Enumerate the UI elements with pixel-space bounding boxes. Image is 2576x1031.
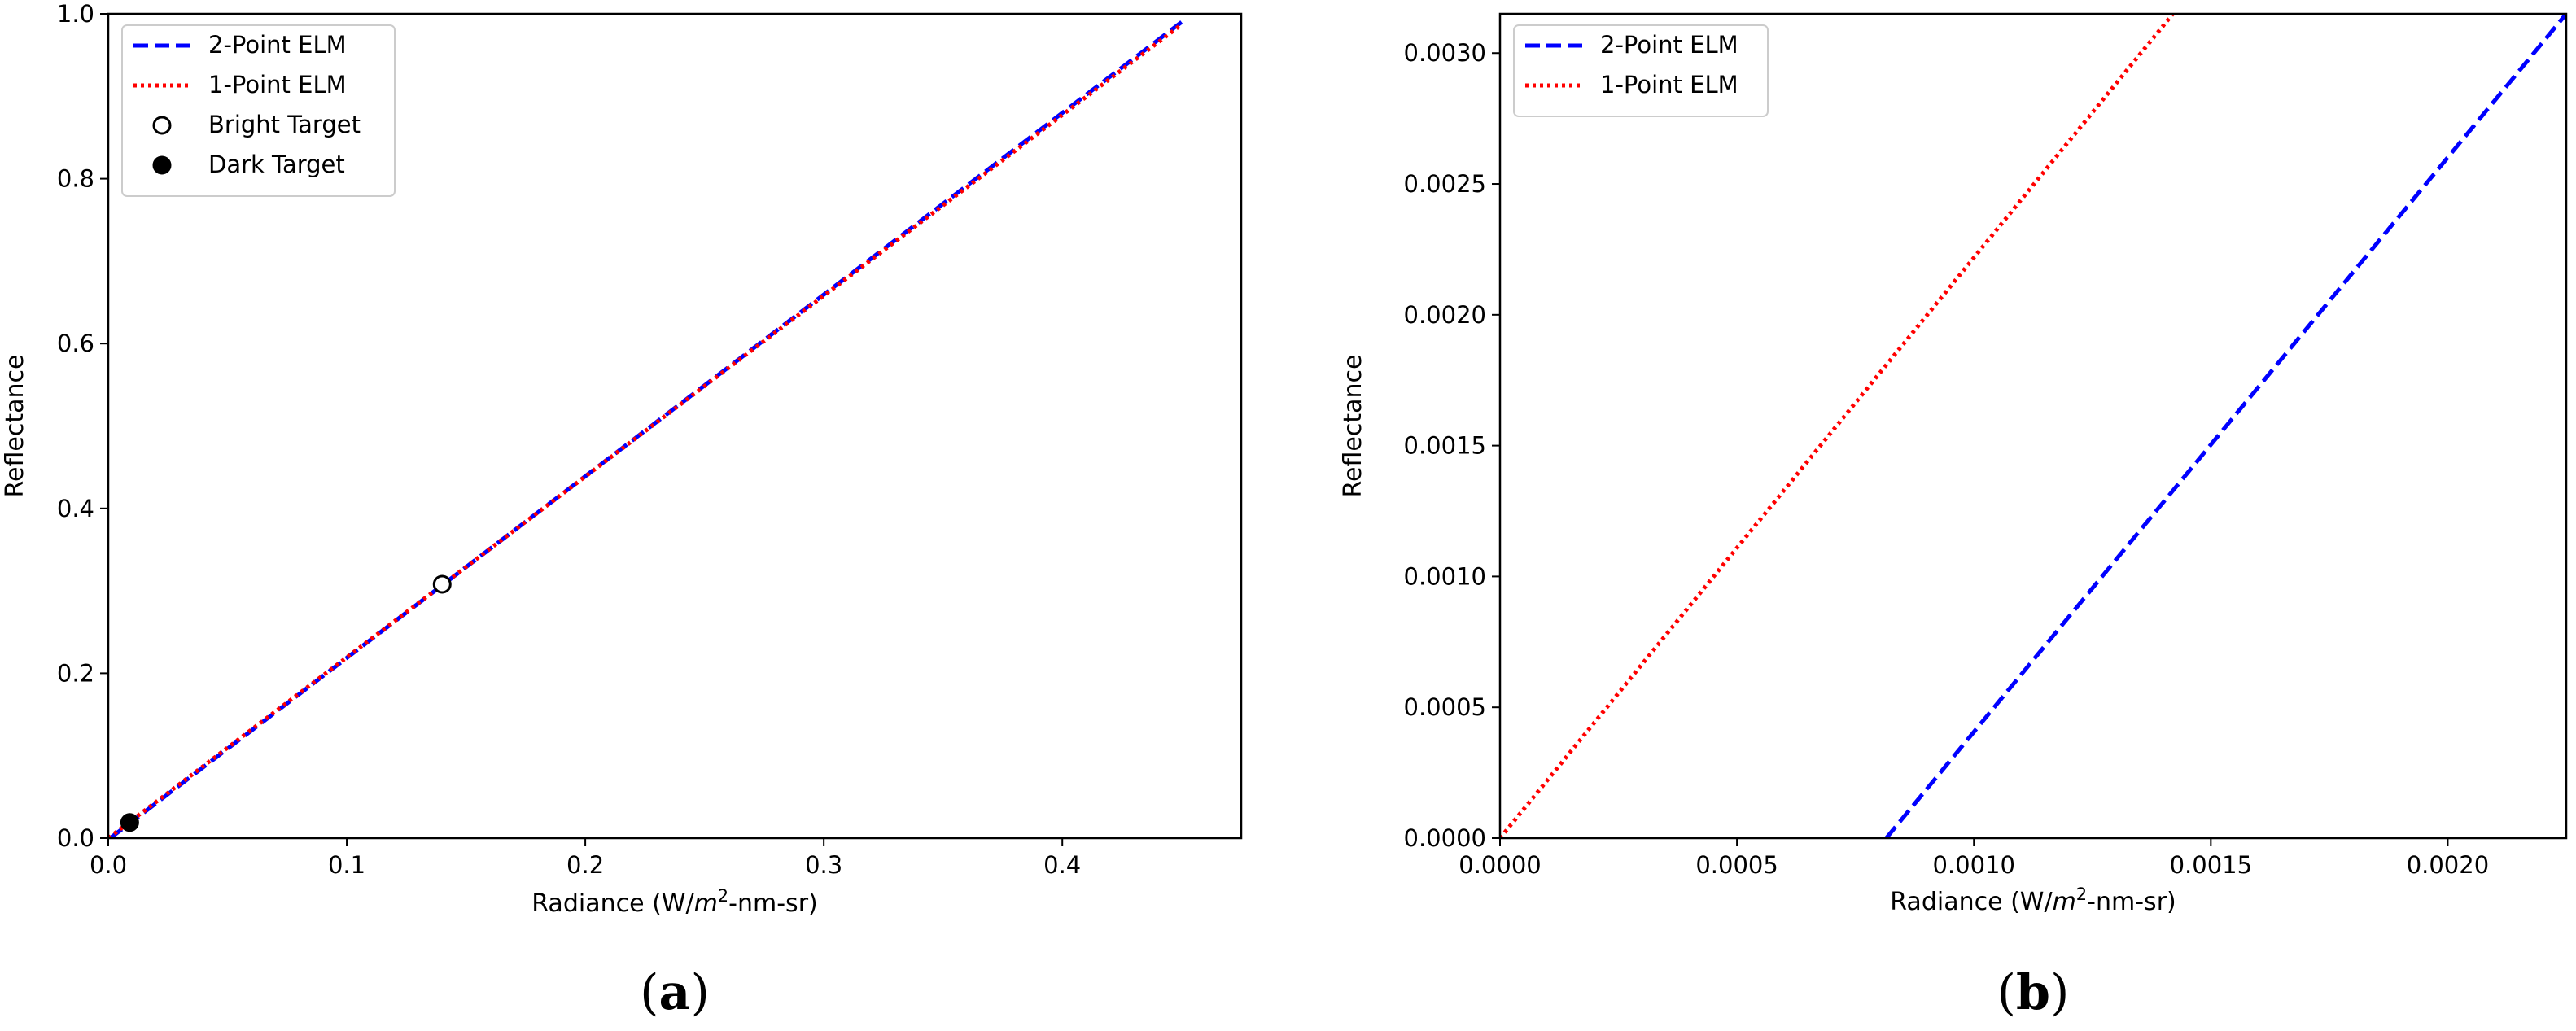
- x-tick-label: 0.0: [90, 851, 127, 879]
- legend-label-1-point-elm: 1-Point ELM: [1600, 71, 1738, 98]
- x-tick-label: 0.0005: [1695, 851, 1778, 879]
- legend-label-1-point-elm: 1-Point ELM: [208, 71, 347, 98]
- y-tick-label: 0.0030: [1404, 39, 1486, 67]
- x-tick-label: 0.4: [1043, 851, 1081, 879]
- x-tick-label: 0.3: [805, 851, 842, 879]
- legend-swatch-bright-target: [152, 116, 172, 135]
- legend-box: [1513, 24, 1769, 117]
- panel-label: (a): [640, 964, 710, 1021]
- x-tick-label: 0.0010: [1932, 851, 2014, 879]
- data-point-dark-target: [120, 813, 139, 832]
- data-point-bright-target: [432, 574, 452, 594]
- y-tick-label: 0.2: [57, 659, 94, 687]
- plot-area: [1500, 14, 2566, 838]
- x-tick-label: 0.0000: [1459, 851, 1541, 879]
- y-tick-label: 0.0010: [1404, 562, 1486, 590]
- y-tick-label: 0.0015: [1404, 432, 1486, 460]
- plot-area: [108, 20, 1183, 838]
- y-tick-label: 0.0025: [1404, 170, 1486, 198]
- y-tick-label: 0.0020: [1404, 301, 1486, 329]
- y-axis-label: Reflectance: [1339, 355, 1367, 498]
- x-tick-label: 0.0020: [2407, 851, 2489, 879]
- y-tick-label: 1.0: [57, 0, 94, 28]
- series-line-1-point-elm: [108, 23, 1183, 838]
- legend-label-dark-target: Dark Target: [208, 151, 345, 178]
- y-tick-label: 0.0005: [1404, 693, 1486, 721]
- y-tick-label: 0.6: [57, 330, 94, 357]
- y-tick-label: 0.0000: [1404, 824, 1486, 852]
- legend: 2-Point ELM 1-Point ELM: [1513, 24, 1769, 117]
- y-tick-label: 0.8: [57, 165, 94, 193]
- series-line-2-point-elm: [1884, 14, 2566, 838]
- legend-label-2-point-elm: 2-Point ELM: [208, 31, 347, 59]
- panel-label: (b): [1997, 964, 2070, 1021]
- legend-box: [121, 24, 396, 197]
- x-tick-label: 0.0015: [2170, 851, 2252, 879]
- legend-label-bright-target: Bright Target: [208, 111, 361, 138]
- x-tick-label: 0.2: [566, 851, 604, 879]
- x-axis-label: Radiance (W/m2-nm-sr): [1890, 885, 2176, 916]
- series-line-1-point-elm: [1500, 14, 2175, 838]
- axes-frame: [107, 12, 1243, 840]
- legend-swatch-dark-target: [152, 155, 172, 175]
- y-tick-label: 0.4: [57, 495, 94, 522]
- legend: 2-Point ELM 1-Point ELM Bright Target Dark …: [121, 24, 396, 197]
- y-axis-label: Reflectance: [1, 355, 29, 498]
- panel-b: 0.0000 0.0005 0.0010 0.0015 0.0020 0.0000 0.00…: [1339, 12, 2568, 1021]
- legend-label-2-point-elm: 2-Point ELM: [1600, 31, 1738, 59]
- x-axis-label: Radiance (W/m2-nm-sr): [531, 886, 817, 918]
- axes-frame: [1498, 12, 2568, 840]
- x-tick-label: 0.1: [328, 851, 365, 879]
- y-tick-label: 0.0: [57, 824, 94, 852]
- panel-a: 0.0 0.1 0.2 0.3 0.4 0.0 0.2 0.4 0.6 0.8 1.0 Radianc…: [1, 0, 1243, 1021]
